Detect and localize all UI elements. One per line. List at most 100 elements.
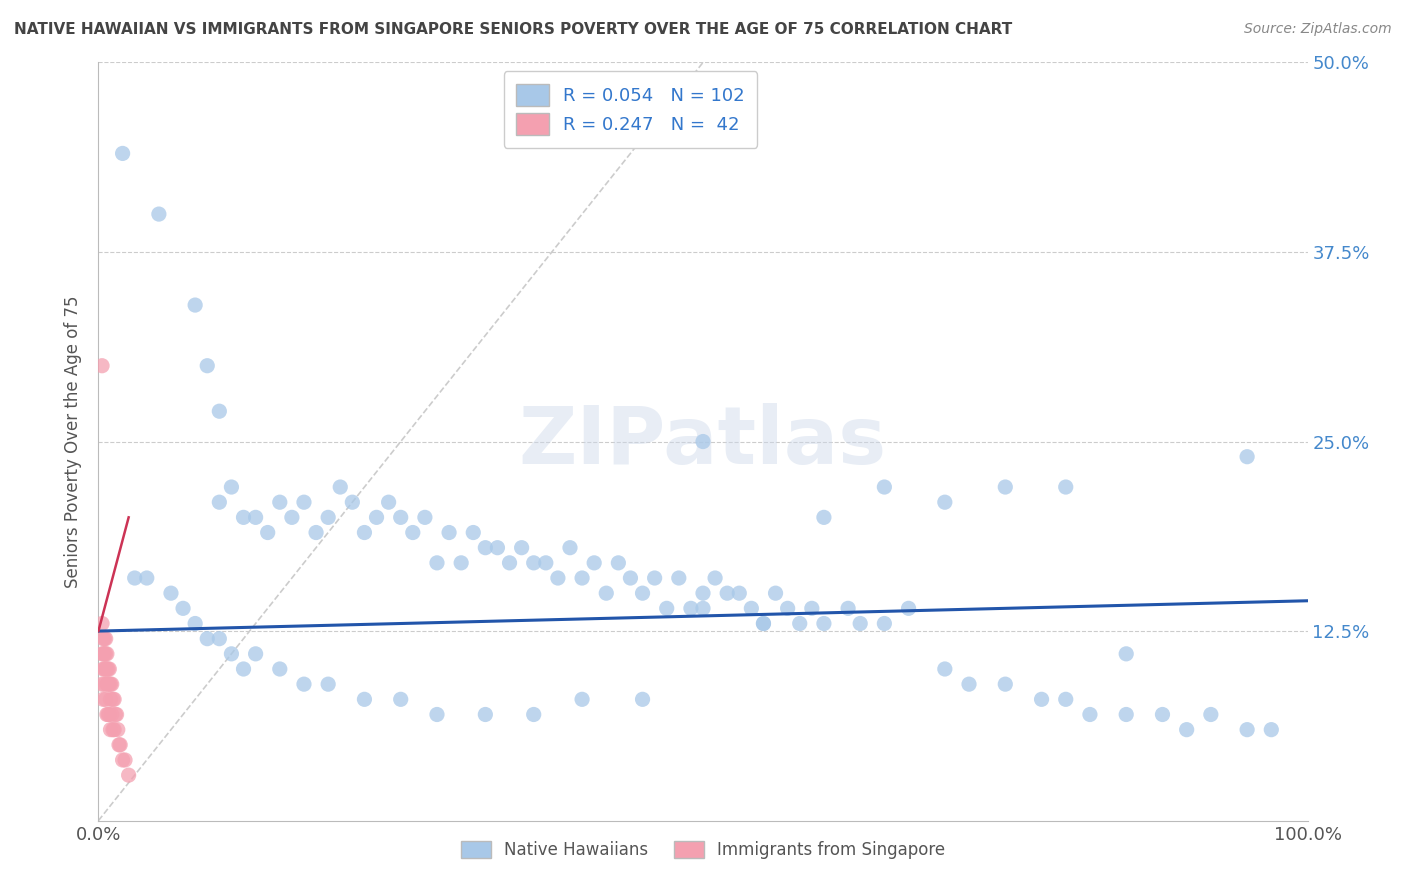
Point bbox=[208, 632, 231, 646]
Point bbox=[389, 692, 412, 706]
Point bbox=[813, 510, 835, 524]
Point bbox=[93, 632, 115, 646]
Point bbox=[607, 556, 630, 570]
Point bbox=[316, 677, 339, 691]
Point bbox=[107, 723, 129, 737]
Point bbox=[873, 616, 896, 631]
Point bbox=[595, 586, 617, 600]
Point bbox=[305, 525, 328, 540]
Point bbox=[208, 495, 231, 509]
Point bbox=[353, 525, 375, 540]
Point bbox=[96, 677, 118, 691]
Point bbox=[256, 525, 278, 540]
Point bbox=[100, 707, 122, 722]
Point bbox=[534, 556, 557, 570]
Point bbox=[104, 707, 127, 722]
Point bbox=[377, 495, 399, 509]
Point bbox=[402, 525, 425, 540]
Point bbox=[91, 677, 114, 691]
Point bbox=[97, 707, 120, 722]
Point bbox=[232, 510, 254, 524]
Point bbox=[463, 525, 485, 540]
Point bbox=[93, 662, 115, 676]
Point bbox=[96, 707, 118, 722]
Point bbox=[426, 707, 449, 722]
Point bbox=[837, 601, 859, 615]
Point bbox=[897, 601, 920, 615]
Point bbox=[91, 692, 114, 706]
Point bbox=[389, 510, 412, 524]
Point bbox=[91, 647, 114, 661]
Point bbox=[426, 556, 449, 570]
Point bbox=[631, 586, 654, 600]
Legend: Native Hawaiians, Immigrants from Singapore: Native Hawaiians, Immigrants from Singap… bbox=[454, 834, 952, 865]
Point bbox=[510, 541, 533, 555]
Point bbox=[97, 677, 120, 691]
Point bbox=[571, 571, 593, 585]
Point bbox=[692, 586, 714, 600]
Point bbox=[450, 556, 472, 570]
Point bbox=[644, 571, 666, 585]
Point bbox=[97, 662, 120, 676]
Point bbox=[571, 692, 593, 706]
Point bbox=[91, 359, 114, 373]
Point bbox=[994, 480, 1017, 494]
Point bbox=[269, 495, 291, 509]
Point bbox=[135, 571, 157, 585]
Point bbox=[98, 662, 121, 676]
Point bbox=[91, 616, 114, 631]
Point bbox=[728, 586, 751, 600]
Point bbox=[752, 616, 775, 631]
Point bbox=[655, 601, 678, 615]
Point bbox=[172, 601, 194, 615]
Point bbox=[93, 677, 115, 691]
Point bbox=[105, 707, 128, 722]
Point bbox=[934, 662, 956, 676]
Point bbox=[474, 707, 496, 722]
Point bbox=[342, 495, 364, 509]
Point bbox=[353, 692, 375, 706]
Point bbox=[776, 601, 799, 615]
Point bbox=[111, 146, 134, 161]
Point bbox=[692, 434, 714, 449]
Point bbox=[91, 647, 114, 661]
Point bbox=[124, 571, 146, 585]
Point bbox=[1078, 707, 1101, 722]
Point bbox=[208, 404, 231, 418]
Point bbox=[195, 632, 218, 646]
Point bbox=[1031, 692, 1053, 706]
Point bbox=[96, 662, 118, 676]
Point bbox=[474, 541, 496, 555]
Point bbox=[558, 541, 581, 555]
Point bbox=[101, 692, 124, 706]
Point bbox=[704, 571, 727, 585]
Point bbox=[1236, 450, 1258, 464]
Point bbox=[100, 677, 122, 691]
Point bbox=[148, 207, 170, 221]
Point bbox=[93, 647, 115, 661]
Point bbox=[94, 692, 117, 706]
Point bbox=[813, 616, 835, 631]
Point bbox=[100, 677, 122, 691]
Point bbox=[934, 495, 956, 509]
Point bbox=[316, 510, 339, 524]
Point bbox=[103, 723, 125, 737]
Point bbox=[292, 677, 315, 691]
Point bbox=[91, 632, 114, 646]
Point bbox=[195, 359, 218, 373]
Point bbox=[160, 586, 183, 600]
Point bbox=[849, 616, 872, 631]
Point bbox=[957, 677, 980, 691]
Point bbox=[108, 738, 131, 752]
Y-axis label: Seniors Poverty Over the Age of 75: Seniors Poverty Over the Age of 75 bbox=[65, 295, 83, 588]
Point bbox=[245, 510, 267, 524]
Point bbox=[1115, 647, 1137, 661]
Point bbox=[118, 768, 141, 782]
Point bbox=[873, 480, 896, 494]
Point bbox=[1054, 692, 1077, 706]
Text: Source: ZipAtlas.com: Source: ZipAtlas.com bbox=[1244, 22, 1392, 37]
Point bbox=[221, 647, 243, 661]
Point bbox=[413, 510, 436, 524]
Point bbox=[583, 556, 606, 570]
Point bbox=[184, 616, 207, 631]
